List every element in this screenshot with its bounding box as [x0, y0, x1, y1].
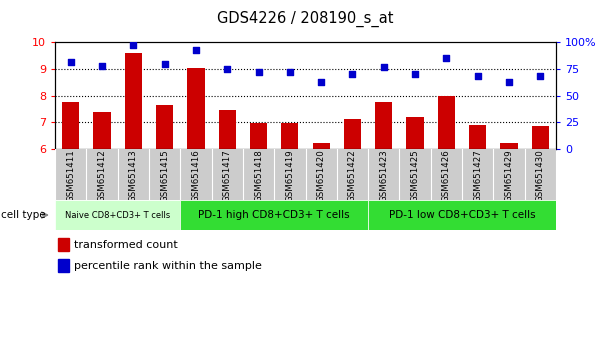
Bar [58, 238, 69, 251]
Text: transformed count: transformed count [75, 240, 178, 250]
Point [66, 59, 76, 64]
Bar [93, 112, 111, 149]
Point [535, 74, 545, 79]
Point [128, 42, 138, 47]
Point [504, 79, 514, 85]
Text: GSM651419: GSM651419 [285, 150, 295, 202]
Point [442, 56, 452, 61]
Text: GDS4226 / 208190_s_at: GDS4226 / 208190_s_at [218, 11, 393, 27]
Text: Naive CD8+CD3+ T cells: Naive CD8+CD3+ T cells [65, 211, 170, 219]
Text: GSM651411: GSM651411 [66, 150, 75, 202]
Point [348, 72, 357, 77]
Bar [250, 124, 267, 149]
Bar [375, 102, 392, 149]
Text: GSM651418: GSM651418 [254, 150, 263, 202]
Bar [532, 126, 549, 149]
Point [379, 64, 389, 70]
Text: GSM651412: GSM651412 [98, 150, 106, 202]
Point [254, 69, 263, 75]
Text: GSM651413: GSM651413 [129, 150, 137, 202]
Bar [188, 68, 205, 149]
Point [473, 74, 483, 79]
Bar [281, 124, 298, 149]
Text: GSM651417: GSM651417 [223, 150, 232, 202]
Text: GSM651425: GSM651425 [411, 150, 420, 202]
Bar [406, 117, 423, 149]
Point [97, 63, 107, 69]
Bar [313, 143, 330, 149]
Text: GSM651415: GSM651415 [160, 150, 169, 202]
Text: cell type: cell type [1, 210, 45, 220]
Text: PD-1 high CD8+CD3+ T cells: PD-1 high CD8+CD3+ T cells [199, 210, 350, 220]
Point [222, 66, 232, 72]
Bar [125, 53, 142, 149]
Point [159, 61, 169, 67]
Point [316, 79, 326, 85]
Bar [180, 200, 368, 230]
Bar [344, 120, 361, 149]
Point [191, 47, 201, 53]
Text: GSM651429: GSM651429 [505, 150, 513, 202]
Bar [500, 143, 518, 149]
Bar [219, 110, 236, 149]
Bar [58, 259, 69, 272]
Bar [55, 200, 180, 230]
Bar [156, 105, 173, 149]
Point [285, 69, 295, 75]
Text: GSM651427: GSM651427 [474, 150, 482, 202]
Bar [438, 96, 455, 149]
Text: GSM651422: GSM651422 [348, 150, 357, 202]
Text: GSM651430: GSM651430 [536, 150, 545, 202]
Point [410, 72, 420, 77]
Text: GSM651426: GSM651426 [442, 150, 451, 202]
Bar [62, 102, 79, 149]
Text: GSM651416: GSM651416 [191, 150, 200, 202]
Text: PD-1 low CD8+CD3+ T cells: PD-1 low CD8+CD3+ T cells [389, 210, 535, 220]
Bar [368, 200, 556, 230]
Bar [469, 125, 486, 149]
Text: GSM651423: GSM651423 [379, 150, 388, 202]
Text: GSM651420: GSM651420 [316, 150, 326, 202]
Text: percentile rank within the sample: percentile rank within the sample [75, 261, 262, 271]
